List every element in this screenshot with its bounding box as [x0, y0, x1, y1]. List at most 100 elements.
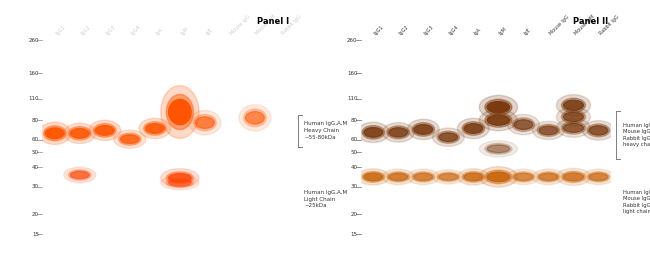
Ellipse shape [564, 112, 584, 122]
Ellipse shape [556, 107, 590, 127]
Text: 20: 20 [350, 212, 358, 217]
Ellipse shape [146, 124, 164, 133]
Text: Rabbit IgG: Rabbit IgG [280, 15, 302, 37]
Text: IgA: IgA [155, 27, 164, 37]
Ellipse shape [239, 105, 271, 131]
Ellipse shape [168, 174, 191, 182]
Ellipse shape [364, 128, 383, 137]
Ellipse shape [68, 126, 91, 140]
Ellipse shape [382, 123, 414, 142]
Ellipse shape [532, 169, 564, 185]
Ellipse shape [96, 126, 114, 135]
Text: 110: 110 [29, 96, 39, 101]
Text: IgG2: IgG2 [398, 25, 410, 37]
Text: 30: 30 [32, 185, 39, 189]
Ellipse shape [556, 95, 590, 116]
Text: Panel II: Panel II [573, 17, 608, 26]
Ellipse shape [582, 169, 614, 185]
Ellipse shape [39, 122, 71, 144]
Ellipse shape [512, 172, 535, 182]
Ellipse shape [479, 109, 517, 131]
Text: 260: 260 [29, 38, 39, 43]
Ellipse shape [412, 123, 435, 136]
Ellipse shape [244, 109, 266, 127]
Ellipse shape [539, 173, 558, 180]
Ellipse shape [437, 172, 460, 182]
Ellipse shape [64, 167, 96, 183]
Text: 60: 60 [350, 137, 358, 142]
Text: 50: 50 [350, 150, 358, 155]
Text: 260: 260 [347, 38, 358, 43]
Ellipse shape [362, 171, 385, 182]
Ellipse shape [120, 135, 139, 143]
Ellipse shape [161, 176, 199, 190]
Text: 20: 20 [32, 212, 39, 217]
Ellipse shape [564, 173, 584, 181]
Ellipse shape [479, 95, 517, 119]
Ellipse shape [64, 123, 96, 143]
Ellipse shape [168, 179, 191, 186]
Ellipse shape [364, 173, 383, 181]
Ellipse shape [462, 122, 485, 135]
Ellipse shape [508, 169, 540, 185]
Text: Mouse IgM: Mouse IgM [255, 14, 277, 37]
Ellipse shape [485, 99, 512, 115]
Ellipse shape [389, 173, 408, 180]
Text: IgG1: IgG1 [373, 25, 385, 37]
Text: 110: 110 [347, 96, 358, 101]
Ellipse shape [479, 167, 517, 187]
Text: 160: 160 [29, 71, 39, 76]
Ellipse shape [389, 128, 408, 137]
Ellipse shape [479, 141, 517, 157]
Ellipse shape [587, 172, 610, 182]
Text: 80: 80 [350, 118, 358, 123]
Text: IgG3: IgG3 [423, 25, 435, 37]
Text: Human IgG,A,M
Light Chain
~25kDa: Human IgG,A,M Light Chain ~25kDa [304, 190, 347, 208]
Text: Panel I: Panel I [257, 17, 289, 26]
Text: IgA: IgA [473, 27, 482, 37]
Ellipse shape [166, 172, 194, 184]
Ellipse shape [532, 121, 564, 140]
Ellipse shape [485, 113, 512, 127]
Ellipse shape [556, 119, 590, 137]
Ellipse shape [462, 171, 485, 182]
Ellipse shape [537, 172, 560, 182]
Ellipse shape [514, 173, 533, 180]
Ellipse shape [432, 128, 464, 146]
Ellipse shape [587, 124, 610, 137]
Text: 15: 15 [350, 232, 358, 236]
Ellipse shape [589, 173, 608, 180]
Text: 50: 50 [32, 150, 39, 155]
Text: IgM: IgM [499, 27, 508, 37]
Ellipse shape [464, 124, 483, 133]
Ellipse shape [408, 119, 439, 140]
Ellipse shape [508, 114, 540, 135]
Text: 60: 60 [32, 137, 39, 142]
Ellipse shape [94, 124, 116, 137]
Ellipse shape [485, 143, 512, 154]
Ellipse shape [194, 115, 216, 131]
Ellipse shape [562, 122, 586, 134]
Ellipse shape [166, 94, 194, 130]
Ellipse shape [387, 126, 410, 139]
Ellipse shape [564, 100, 584, 110]
Ellipse shape [70, 171, 89, 179]
Text: IgE: IgE [205, 27, 214, 37]
Ellipse shape [412, 172, 435, 182]
Text: Human IgG, A, M, E
Mouse IgG, IgM
Rabbit IgG
light chain: Human IgG, A, M, E Mouse IgG, IgM Rabbit… [623, 190, 650, 214]
Ellipse shape [387, 172, 410, 182]
Ellipse shape [512, 118, 535, 131]
Ellipse shape [485, 170, 512, 184]
Text: 30: 30 [350, 185, 358, 189]
Ellipse shape [589, 126, 608, 135]
Ellipse shape [166, 178, 194, 187]
Text: Mouse IgG: Mouse IgG [549, 15, 570, 37]
Ellipse shape [464, 173, 483, 181]
Ellipse shape [161, 86, 199, 139]
Ellipse shape [537, 124, 560, 136]
Ellipse shape [487, 145, 510, 153]
Text: Mouse IgM: Mouse IgM [573, 14, 595, 37]
Ellipse shape [118, 133, 141, 145]
Ellipse shape [362, 126, 385, 139]
Ellipse shape [562, 98, 586, 112]
